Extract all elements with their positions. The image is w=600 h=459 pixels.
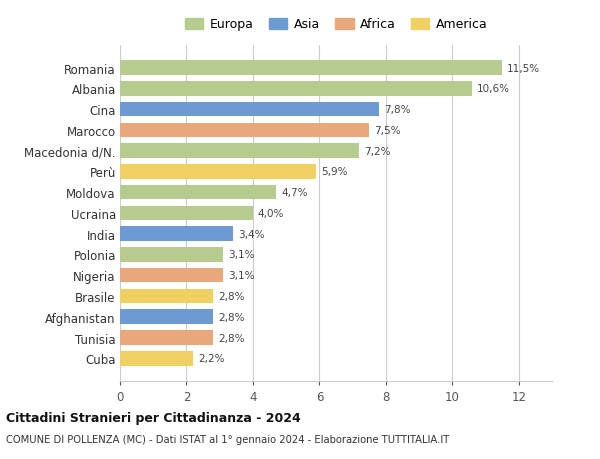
Bar (120, 247, 223, 262)
Bar (120, 289, 213, 303)
Text: 7,8%: 7,8% (384, 105, 410, 115)
Bar (120, 165, 316, 179)
Bar (120, 185, 276, 200)
Text: 4,0%: 4,0% (258, 208, 284, 218)
Text: 10,6%: 10,6% (477, 84, 510, 94)
Bar (120, 144, 359, 158)
Text: 11,5%: 11,5% (507, 63, 540, 73)
Text: 7,5%: 7,5% (374, 126, 401, 135)
Text: COMUNE DI POLLENZA (MC) - Dati ISTAT al 1° gennaio 2024 - Elaborazione TUTTITALI: COMUNE DI POLLENZA (MC) - Dati ISTAT al … (6, 434, 449, 444)
Bar (120, 227, 233, 241)
Bar (120, 269, 223, 283)
Text: 2,2%: 2,2% (198, 353, 224, 364)
Bar (120, 330, 213, 345)
Bar (120, 310, 213, 325)
Text: 3,1%: 3,1% (228, 271, 254, 280)
Bar (120, 61, 502, 76)
Legend: Europa, Asia, Africa, America: Europa, Asia, Africa, America (179, 13, 493, 36)
Text: 5,9%: 5,9% (321, 167, 347, 177)
Bar (120, 123, 369, 138)
Text: Cittadini Stranieri per Cittadinanza - 2024: Cittadini Stranieri per Cittadinanza - 2… (6, 411, 301, 424)
Text: 3,1%: 3,1% (228, 250, 254, 260)
Text: 3,4%: 3,4% (238, 229, 265, 239)
Bar (120, 102, 379, 117)
Text: 2,8%: 2,8% (218, 291, 245, 301)
Bar (120, 206, 253, 221)
Text: 7,2%: 7,2% (364, 146, 391, 156)
Bar (120, 351, 193, 366)
Text: 4,7%: 4,7% (281, 188, 308, 198)
Text: 2,8%: 2,8% (218, 333, 245, 343)
Bar (120, 82, 472, 96)
Text: 2,8%: 2,8% (218, 312, 245, 322)
